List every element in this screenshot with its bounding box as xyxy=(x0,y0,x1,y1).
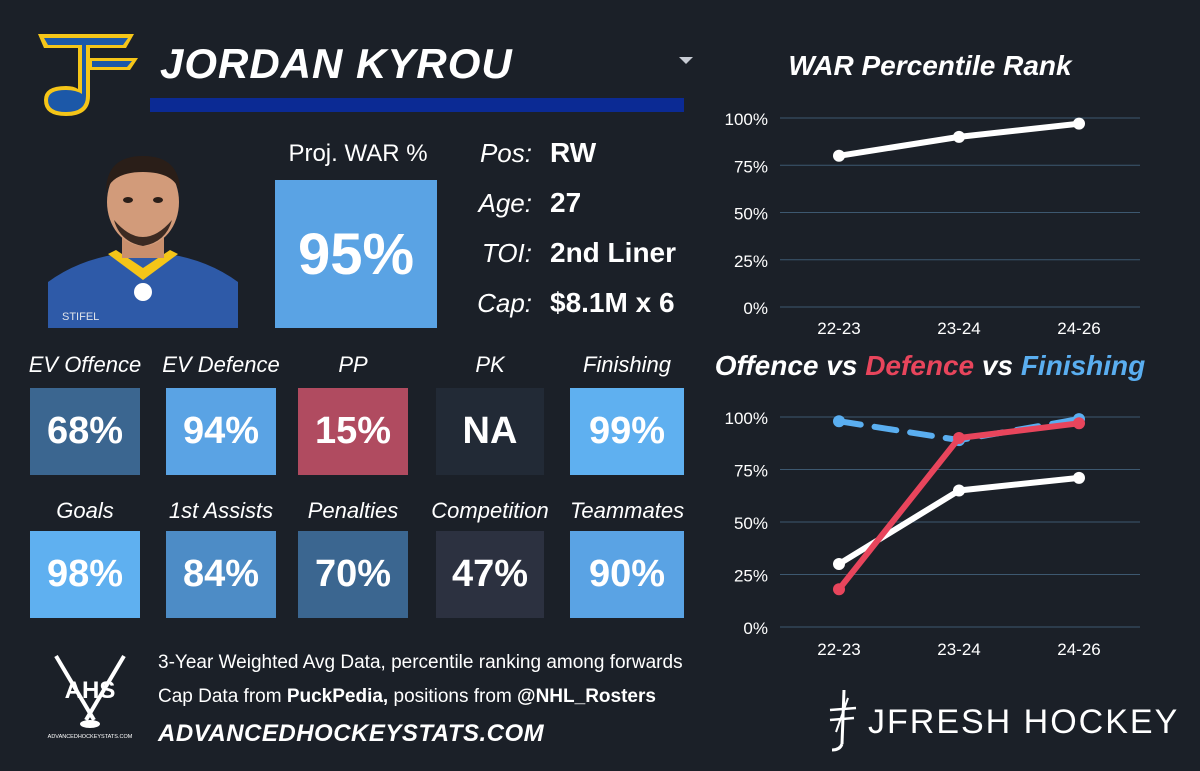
jfresh-logo-icon xyxy=(829,689,857,752)
metric-value: NA xyxy=(436,388,544,475)
info-value: RW xyxy=(550,137,597,168)
metric-label: Goals xyxy=(56,498,114,523)
y-tick-label: 100% xyxy=(725,110,768,129)
metric-value: 98% xyxy=(30,531,140,618)
info-label: Cap: xyxy=(477,288,532,318)
footer-note: 3-Year Weighted Avg Data, percentile ran… xyxy=(158,652,683,673)
metric-value: 99% xyxy=(570,388,684,475)
chevron-down-icon[interactable] xyxy=(679,57,693,64)
y-tick-label: 0% xyxy=(743,619,768,638)
data-point xyxy=(1073,471,1085,484)
info-value: 2nd Liner xyxy=(550,237,677,268)
data-point xyxy=(833,415,845,428)
player-photo: STIFEL xyxy=(48,142,238,328)
metric-label: Finishing xyxy=(582,352,672,377)
metric-label: Competition xyxy=(431,498,549,523)
metric-label: PK xyxy=(475,352,505,377)
metric-label: EV Defence xyxy=(162,352,280,377)
info-value: $8.1M x 6 xyxy=(550,287,675,318)
data-point xyxy=(833,583,845,596)
chart-title: WAR Percentile Rank xyxy=(788,50,1073,81)
y-tick-label: 50% xyxy=(734,514,768,533)
offence-defence-finishing-chart: Offence vs Defence vs Finishing 0% 25% 50% 7… xyxy=(715,350,1146,659)
chart-title-part: Offence xyxy=(715,350,819,381)
info-label: Pos: xyxy=(479,138,532,168)
x-tick-label: 23-24 xyxy=(937,640,980,659)
svg-text:STIFEL: STIFEL xyxy=(62,311,99,323)
svg-text:ADVANCEDHOCKEYSTATS.COM: ADVANCEDHOCKEYSTATS.COM xyxy=(48,734,133,740)
data-point xyxy=(1073,117,1085,130)
x-tick-label: 23-24 xyxy=(937,319,980,338)
ahs-logo-icon: AHS ADVANCEDHOCKEYSTATS.COM xyxy=(48,654,133,740)
metric-label: PP xyxy=(338,352,368,377)
chart-title-part: vs xyxy=(818,350,865,381)
x-tick-label: 24-26 xyxy=(1057,640,1100,659)
data-point xyxy=(953,484,965,497)
y-tick-label: 25% xyxy=(734,567,768,586)
metric-value: 90% xyxy=(570,531,684,618)
info-value: 27 xyxy=(550,187,582,218)
metric-value: 94% xyxy=(166,388,276,475)
jfresh-brand: JFRESH HOCKEY xyxy=(868,703,1180,741)
chart-title-part: Defence xyxy=(865,350,974,381)
data-point xyxy=(833,558,845,570)
footer-url-link[interactable]: ADVANCEDHOCKEYSTATS.COM xyxy=(158,720,545,747)
y-tick-label: 25% xyxy=(734,252,768,271)
x-tick-label: 22-23 xyxy=(817,640,860,659)
chart-title-part: vs xyxy=(974,350,1021,381)
war-percentile-chart: WAR Percentile Rank 0% 25% 50% 75% 100% 22-23 2… xyxy=(725,50,1140,338)
player-name: JORDAN KYROU xyxy=(160,40,513,87)
nhl-rosters-link[interactable]: @NHL_Rosters xyxy=(517,686,656,707)
footer-sources-mid: positions from xyxy=(388,686,518,707)
chart-title-part: Finishing xyxy=(1021,350,1145,381)
metric-value: 47% xyxy=(436,531,544,618)
chart-title: Offence vs Defence vs Finishing xyxy=(715,350,1146,381)
team-logo-icon xyxy=(38,34,138,116)
y-tick-label: 50% xyxy=(734,205,768,224)
y-tick-label: 100% xyxy=(725,409,768,428)
proj-war-label: Proj. WAR % xyxy=(288,140,428,167)
metric-value: 15% xyxy=(298,388,408,475)
metric-label: 1st Assists xyxy=(168,498,274,523)
info-label: TOI: xyxy=(481,238,532,268)
x-tick-label: 22-23 xyxy=(817,319,860,338)
puckpedia-link[interactable]: PuckPedia, xyxy=(286,686,389,707)
data-point xyxy=(833,149,845,162)
proj-war-value: 95% xyxy=(275,180,437,328)
metric-value: 70% xyxy=(298,531,408,618)
svg-text:AHS: AHS xyxy=(65,677,116,704)
metric-value: 68% xyxy=(30,388,140,475)
footer-sources: Cap Data from PuckPedia, positions from … xyxy=(158,686,656,708)
metric-value: 84% xyxy=(166,531,276,618)
series-line-defence xyxy=(836,420,1082,593)
metric-label: Teammates xyxy=(569,498,685,523)
footer-sources-prefix: Cap Data from xyxy=(158,686,287,707)
y-tick-label: 75% xyxy=(734,157,768,176)
name-underline xyxy=(150,98,684,112)
y-tick-label: 0% xyxy=(743,299,768,318)
data-point xyxy=(953,432,965,444)
data-point xyxy=(1073,417,1085,430)
y-tick-label: 75% xyxy=(734,462,768,481)
metric-label: EV Offence xyxy=(28,352,142,377)
x-tick-label: 24-26 xyxy=(1057,319,1100,338)
metric-label: Penalties xyxy=(307,498,399,523)
info-label: Age: xyxy=(478,188,533,218)
data-point xyxy=(953,130,965,143)
